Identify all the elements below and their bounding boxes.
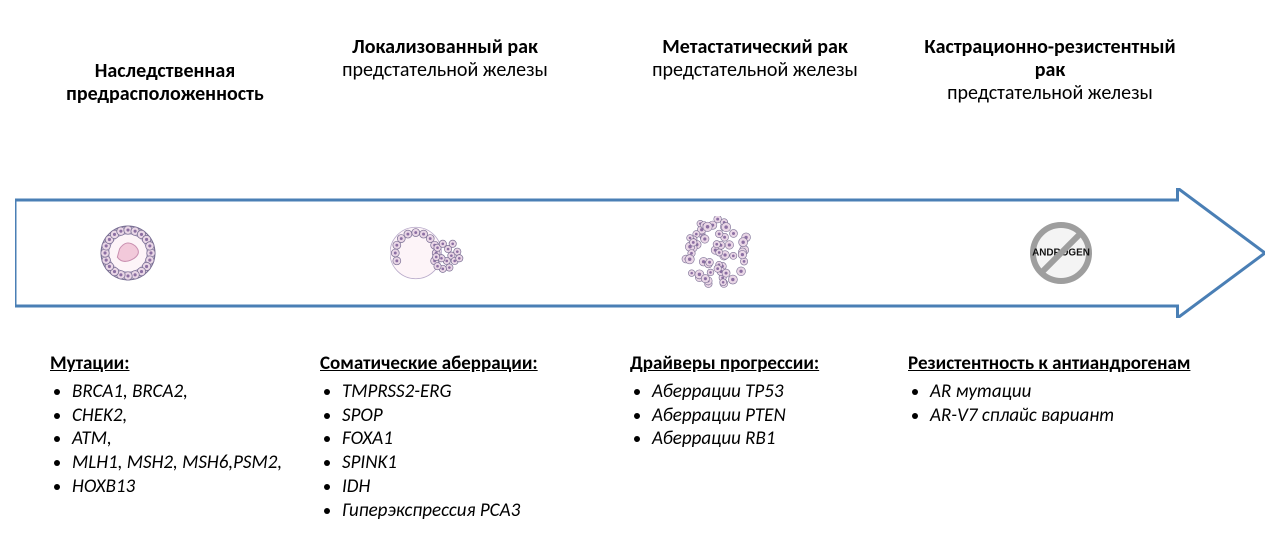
stage-header-localized: Локализованный ракпредстательной железы [330, 36, 560, 82]
diagram-canvas: Наследственная предрасположенность Мутац… [0, 0, 1276, 550]
detail-item: FOXA1 [342, 427, 600, 451]
stage-details-metastatic: Драйверы прогрессии:Аберрации TP53Аберра… [630, 352, 890, 451]
stage-details-hereditary: Мутации: BRCA1, BRCA2,CHEK2,ATM,MLH1, MSH… [50, 352, 310, 499]
detail-item: Аберрации RB1 [652, 427, 890, 451]
cell-icon-invasive [390, 220, 466, 291]
detail-list: Аберрации TP53Аберрации PTENАберрации RB… [630, 380, 890, 451]
detail-title: Драйверы прогрессии: [630, 352, 890, 376]
stage-header-plain: предстательной железы [947, 81, 1153, 105]
detail-item: IDH [342, 475, 600, 499]
cell-icon-acinus [100, 225, 156, 286]
no-androgen-icon: ANDROGEN [1030, 222, 1092, 289]
detail-item: TMPRSS2-ERG [342, 380, 600, 404]
stage-header-bold: Локализованный рак [352, 35, 538, 59]
stage-header-crpc: Кастрационно-резистентный ракпредстатель… [920, 36, 1180, 105]
stage-header-metastatic: Метастатический ракпредстательной железы [630, 36, 880, 82]
stage-details-crpc: Резистентность к антиандрогенам AR мутаци… [908, 352, 1248, 427]
detail-item: Аберрации TP53 [652, 380, 890, 404]
detail-title: Резистентность к антиандрогенам [908, 352, 1248, 376]
detail-item: CHEK2, [72, 404, 310, 428]
stage-details-localized: Соматические аберрации: TMPRSS2-ERGSPOPFO… [320, 352, 600, 522]
detail-item: HOXB13 [72, 475, 310, 499]
detail-item: Аберрации PTEN [652, 404, 890, 428]
stage-header-bold: Кастрационно-резистентный рак [924, 35, 1175, 82]
detail-item: ATM, [72, 427, 310, 451]
detail-title: Мутации: [50, 352, 310, 376]
detail-title: Соматические аберрации: [320, 352, 600, 376]
detail-list: BRCA1, BRCA2,CHEK2,ATM,MLH1, MSH2, MSH6,… [50, 380, 310, 499]
stage-header-plain: предстательной железы [652, 58, 858, 82]
detail-item: AR-V7 сплайс вариант [930, 404, 1248, 428]
detail-item: Гиперэкспрессия PCA3 [342, 499, 600, 523]
detail-item: MLH1, MSH2, MSH6,PSM2, [72, 451, 310, 475]
stage-header-plain: предстательной железы [342, 58, 548, 82]
stage-header-hereditary: Наследственная предрасположенность [30, 60, 300, 106]
stage-header-bold: Наследственная предрасположенность [66, 59, 264, 106]
detail-item: AR мутации [930, 380, 1248, 404]
detail-list: TMPRSS2-ERGSPOPFOXA1SPINK1IDHГиперэкспре… [320, 380, 600, 523]
stage-header-bold: Метастатический рак [662, 35, 847, 59]
detail-item: SPINK1 [342, 451, 600, 475]
detail-list: AR мутацииAR-V7 сплайс вариант [908, 380, 1248, 428]
detail-item: SPOP [342, 404, 600, 428]
cell-icon-mass [680, 216, 752, 293]
detail-item: BRCA1, BRCA2, [72, 380, 310, 404]
